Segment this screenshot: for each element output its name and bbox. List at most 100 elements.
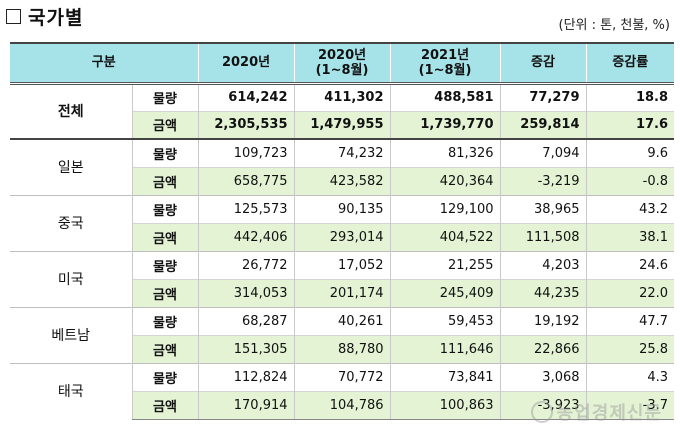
value-2021-ytd: 129,100	[389, 194, 501, 223]
metric-label: 금액	[131, 166, 199, 195]
watermark: 농업경제신문	[530, 399, 662, 425]
value-2020: 314,053	[197, 278, 295, 307]
table-row: 금액 151,305 88,780 111,646 22,866 25.8	[10, 334, 675, 363]
metric-label: 금액	[131, 278, 199, 307]
metric-label: 물량	[131, 306, 199, 335]
value-change: 111,508	[499, 222, 587, 251]
value-change: 38,965	[499, 194, 587, 223]
value-2021-ytd: 100,863	[389, 390, 501, 420]
value-change: 7,094	[499, 138, 587, 167]
country-cell: 일본	[10, 138, 132, 195]
value-2020-ytd: 411,302	[293, 81, 391, 111]
value-change: 22,866	[499, 334, 587, 363]
value-rate: 22.0	[585, 278, 675, 307]
country-cell: 중국	[10, 194, 132, 251]
value-2020-ytd: 88,780	[293, 334, 391, 363]
metric-label: 물량	[131, 138, 199, 167]
country-cell: 태국	[10, 362, 132, 419]
table-row: 금액 170,914 104,786 100,863 -3,923 -3.7	[10, 390, 675, 420]
watermark-text: 농업경제신문	[556, 403, 662, 424]
header-2020-ytd-year: 2020년	[317, 47, 367, 63]
value-rate: -3.7	[585, 390, 675, 420]
value-change: 3,068	[499, 362, 587, 391]
table-row: 일본 물량 109,723 74,232 81,326 7,094 9.6	[10, 138, 675, 195]
value-2020: 2,305,535	[197, 110, 295, 140]
page-title: 국가별	[28, 7, 84, 29]
table-row: 태국 물량 112,824 70,772 73,841 3,068 4.3	[10, 362, 675, 419]
country-cell: 베트남	[10, 306, 132, 363]
table-header: 구분 2020년 2020년 (1~8월) 2021년 (1~8월) 증감 증감…	[10, 43, 675, 83]
header-category: 구분	[10, 43, 199, 83]
value-2020: 68,287	[197, 306, 295, 335]
value-2020: 442,406	[197, 222, 295, 251]
header-2020-ytd: 2020년 (1~8월)	[293, 43, 391, 83]
value-rate: 25.8	[585, 334, 675, 363]
value-change: -3,219	[499, 166, 587, 195]
table-row: 전체 물량 614,242 411,302 488,581 77,279 18.…	[10, 81, 675, 140]
value-rate: 9.6	[585, 138, 675, 167]
value-2020: 125,573	[197, 194, 295, 223]
value-2020-ytd: 40,261	[293, 306, 391, 335]
metric-label: 물량	[131, 194, 199, 223]
header-2021-ytd: 2021년 (1~8월)	[389, 43, 501, 83]
export-table: 구분 2020년 2020년 (1~8월) 2021년 (1~8월) 증감 증감…	[10, 42, 675, 420]
value-2020: 109,723	[197, 138, 295, 167]
value-2021-ytd: 21,255	[389, 250, 501, 279]
watermark-logo-icon	[530, 401, 553, 423]
value-2021-ytd: 81,326	[389, 138, 501, 167]
value-2020: 112,824	[197, 362, 295, 391]
value-2020-ytd: 70,772	[293, 362, 391, 391]
value-rate: 24.6	[585, 250, 675, 279]
value-change: 44,235	[499, 278, 587, 307]
value-2020: 658,775	[197, 166, 295, 195]
value-2021-ytd: 488,581	[389, 81, 501, 111]
table-row: 중국 물량 125,573 90,135 129,100 38,965 43.2	[10, 194, 675, 251]
value-rate: 47.7	[585, 306, 675, 335]
value-change: 19,192	[499, 306, 587, 335]
value-2020-ytd: 90,135	[293, 194, 391, 223]
metric-label: 금액	[131, 334, 199, 363]
value-2020-ytd: 17,052	[293, 250, 391, 279]
value-rate: -0.8	[585, 166, 675, 195]
value-change: 77,279	[499, 81, 587, 111]
value-2021-ytd: 59,453	[389, 306, 501, 335]
value-2020: 151,305	[197, 334, 295, 363]
value-2020-ytd: 1,479,955	[293, 110, 391, 140]
value-2020-ytd: 201,174	[293, 278, 391, 307]
header-2021-ytd-period: (1~8월)	[418, 62, 472, 78]
value-2020: 170,914	[197, 390, 295, 420]
value-2021-ytd: 111,646	[389, 334, 501, 363]
value-2021-ytd: 404,522	[389, 222, 501, 251]
value-2020-ytd: 293,014	[293, 222, 391, 251]
header-2021-ytd-year: 2021년	[420, 47, 470, 63]
value-rate: 17.6	[585, 110, 675, 140]
value-rate: 4.3	[585, 362, 675, 391]
metric-label: 금액	[131, 222, 199, 251]
table-row: 금액 314,053 201,174 245,409 44,235 22.0	[10, 278, 675, 307]
checkbox-icon	[6, 9, 21, 24]
value-change: 4,203	[499, 250, 587, 279]
table-row: 금액 658,775 423,582 420,364 -3,219 -0.8	[10, 166, 675, 195]
table-row: 금액 2,305,535 1,479,955 1,739,770 259,814…	[10, 110, 675, 140]
metric-label: 금액	[131, 390, 199, 420]
value-rate: 43.2	[585, 194, 675, 223]
table-row: 베트남 물량 68,287 40,261 59,453 19,192 47.7	[10, 306, 675, 363]
country-cell: 미국	[10, 250, 132, 307]
value-2021-ytd: 73,841	[389, 362, 501, 391]
header-rate: 증감률	[585, 43, 675, 83]
value-change: 259,814	[499, 110, 587, 140]
header-2020: 2020년	[197, 43, 295, 83]
table-body: 전체 물량 614,242 411,302 488,581 77,279 18.…	[10, 81, 675, 420]
header-change: 증감	[499, 43, 587, 83]
metric-label: 물량	[131, 250, 199, 279]
country-cell: 전체	[10, 81, 132, 140]
value-2020-ytd: 104,786	[293, 390, 391, 420]
table-row: 금액 442,406 293,014 404,522 111,508 38.1	[10, 222, 675, 251]
value-2020-ytd: 423,582	[293, 166, 391, 195]
value-2021-ytd: 420,364	[389, 166, 501, 195]
metric-label: 금액	[131, 110, 199, 140]
value-2020: 614,242	[197, 81, 295, 111]
value-2020: 26,772	[197, 250, 295, 279]
unit-note: (단위 : 톤, 천불, %)	[558, 18, 670, 33]
metric-label: 물량	[131, 362, 199, 391]
